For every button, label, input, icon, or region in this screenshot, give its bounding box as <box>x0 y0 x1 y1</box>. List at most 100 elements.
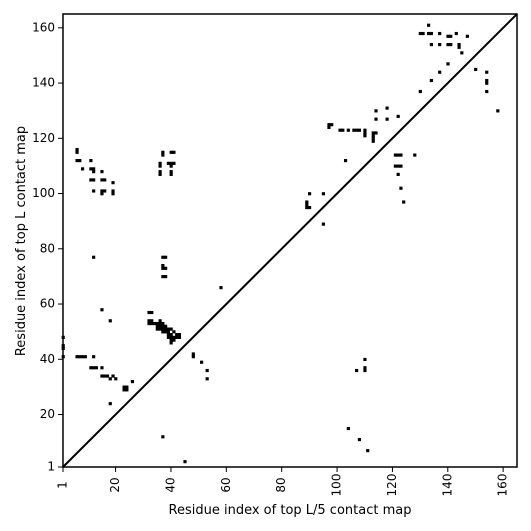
y-tick-label: 120 <box>32 131 55 145</box>
contact-point-lower <box>164 255 168 259</box>
contact-point-lower <box>172 335 176 339</box>
contact-point-lower <box>89 366 93 370</box>
contact-point-lower <box>92 189 96 193</box>
y-tick-label: 140 <box>32 76 55 90</box>
contact-point-lower <box>147 321 151 326</box>
contact-point-upper <box>421 31 425 36</box>
contact-point-lower <box>175 335 179 339</box>
contact-point-lower <box>158 319 162 323</box>
contact-point-lower <box>172 161 176 165</box>
contact-point-lower <box>158 327 162 331</box>
contact-point-lower <box>355 368 359 373</box>
contact-point-lower <box>175 333 179 337</box>
contact-point-upper <box>371 131 375 135</box>
plot-frame <box>62 13 518 468</box>
contact-point-lower <box>80 355 85 359</box>
contact-point-lower <box>103 178 107 182</box>
contact-point-lower <box>161 255 165 259</box>
contact-point-upper <box>374 131 378 135</box>
diagonal-line <box>62 13 518 468</box>
contact-point-lower <box>111 192 115 196</box>
contact-point-upper <box>446 43 450 47</box>
contact-point-lower <box>164 275 168 279</box>
contact-point-lower <box>108 319 112 323</box>
contact-point-lower <box>111 181 115 185</box>
contact-point-lower <box>150 321 154 326</box>
contact-point-lower <box>147 310 151 315</box>
contact-point-lower <box>100 374 104 378</box>
contact-point-upper <box>352 128 356 132</box>
contact-point-upper <box>357 128 361 132</box>
contact-point-upper <box>429 78 433 83</box>
contact-point-lower <box>161 153 165 157</box>
contact-point-upper <box>457 45 461 49</box>
contact-point-lower <box>122 385 126 389</box>
contact-point-lower <box>161 324 165 328</box>
contact-point-lower <box>155 324 159 328</box>
upper-triangle-points <box>305 23 500 226</box>
contact-point-lower <box>200 360 204 364</box>
contact-point-upper <box>338 128 342 132</box>
contact-point-upper <box>305 200 309 204</box>
x-tick-label: 1 <box>56 481 70 489</box>
contact-point-lower <box>108 402 112 406</box>
contact-point-lower <box>363 366 367 370</box>
contact-point-upper <box>438 70 442 74</box>
contact-point-upper <box>363 128 367 132</box>
contact-point-upper <box>399 153 403 157</box>
y-tick-label: 40 <box>40 352 55 366</box>
contact-point-lower <box>183 460 187 464</box>
contact-point-upper <box>305 205 309 210</box>
contact-point-lower <box>111 374 115 378</box>
contact-point-upper <box>327 123 331 127</box>
contact-point-lower <box>111 189 115 193</box>
y-axis-label: Residue index of top L contact map <box>14 126 29 356</box>
contact-point-lower <box>164 330 168 334</box>
contact-point-lower <box>150 310 154 315</box>
contact-point-lower <box>161 321 165 326</box>
contact-point-upper <box>396 164 400 168</box>
contact-point-lower <box>103 189 107 193</box>
x-tick-label: 120 <box>385 474 399 497</box>
contact-point-lower <box>166 327 170 331</box>
contact-point-lower <box>166 333 170 337</box>
contact-point-lower <box>166 161 170 165</box>
contact-point-upper <box>307 205 312 210</box>
x-tick-label: 80 <box>274 477 288 492</box>
contact-point-lower <box>147 319 151 323</box>
contact-point-lower <box>89 178 93 182</box>
lower-triangle-points <box>61 147 370 464</box>
x-axis-label: Residue index of top L/5 contact map <box>169 503 412 518</box>
contact-point-lower <box>164 324 168 328</box>
contact-point-lower <box>172 150 176 154</box>
contact-point-upper <box>396 172 400 176</box>
contact-point-upper <box>321 192 326 196</box>
contact-point-lower <box>346 426 350 431</box>
y-tick-label: 160 <box>32 20 55 34</box>
plot-area <box>61 13 518 468</box>
contact-point-lower <box>161 435 165 439</box>
contact-point-upper <box>413 153 417 157</box>
contact-point-upper <box>460 51 464 55</box>
contact-point-upper <box>396 153 400 157</box>
x-tick-label: 60 <box>219 477 233 492</box>
contact-point-upper <box>399 186 403 190</box>
contact-point-lower <box>169 150 173 154</box>
contact-point-lower <box>92 355 96 359</box>
contact-point-lower <box>205 377 209 381</box>
contact-point-upper <box>371 139 375 143</box>
contact-point-lower <box>89 159 93 163</box>
x-tick-label: 140 <box>440 474 454 497</box>
contact-point-upper <box>371 134 375 138</box>
contact-point-upper <box>449 34 453 38</box>
contact-point-lower <box>161 266 165 270</box>
contact-point-lower <box>191 355 195 359</box>
contact-point-lower <box>150 319 154 323</box>
contact-point-upper <box>485 78 489 83</box>
contact-point-lower <box>158 172 162 176</box>
contact-point-upper <box>429 31 433 36</box>
contact-point-lower <box>366 449 370 453</box>
contact-point-lower <box>169 327 173 331</box>
x-tick-label: 20 <box>108 477 122 492</box>
contact-point-lower <box>191 352 195 356</box>
